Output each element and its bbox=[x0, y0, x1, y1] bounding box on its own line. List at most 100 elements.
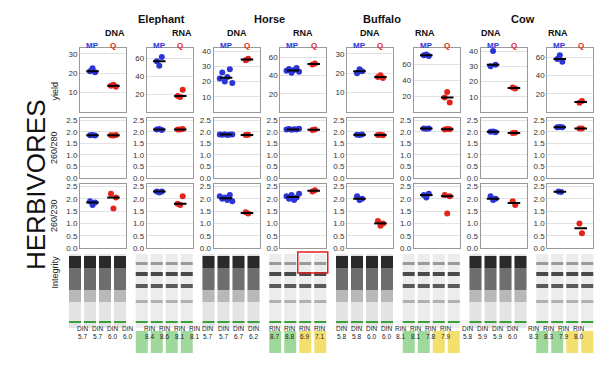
svg-text:20: 20 bbox=[335, 69, 344, 78]
svg-text:2.5: 2.5 bbox=[467, 116, 479, 125]
svg-text:0.5: 0.5 bbox=[267, 162, 279, 171]
svg-text:1.0: 1.0 bbox=[133, 219, 145, 228]
svg-text:DIN6.0: DIN6.0 bbox=[507, 325, 519, 340]
svg-text:1.0: 1.0 bbox=[200, 219, 212, 228]
svg-text:0.0: 0.0 bbox=[133, 244, 145, 253]
svg-text:2.0: 2.0 bbox=[400, 128, 412, 137]
svg-text:0.0: 0.0 bbox=[467, 174, 479, 183]
svg-text:DIN6.7: DIN6.7 bbox=[233, 325, 245, 340]
svg-text:0.5: 0.5 bbox=[66, 231, 78, 240]
svg-text:1.5: 1.5 bbox=[467, 207, 479, 216]
svg-text:0.0: 0.0 bbox=[400, 244, 412, 253]
svg-text:1.0: 1.0 bbox=[333, 151, 345, 160]
svg-text:10: 10 bbox=[68, 88, 77, 97]
svg-text:2.5: 2.5 bbox=[333, 182, 345, 191]
svg-text:RIN8.1: RIN8.1 bbox=[189, 325, 201, 340]
svg-text:RIN8.0: RIN8.0 bbox=[573, 325, 585, 340]
svg-text:DNA: DNA bbox=[481, 28, 501, 38]
svg-text:Q: Q bbox=[244, 41, 250, 50]
svg-text:1.0: 1.0 bbox=[400, 151, 412, 160]
svg-text:2.0: 2.0 bbox=[534, 195, 546, 204]
svg-text:40: 40 bbox=[135, 72, 144, 81]
svg-text:RIN7.8: RIN7.8 bbox=[425, 325, 437, 340]
svg-text:1.5: 1.5 bbox=[267, 139, 279, 148]
svg-text:1.0: 1.0 bbox=[467, 151, 479, 160]
svg-text:2.5: 2.5 bbox=[534, 182, 546, 191]
svg-text:30: 30 bbox=[202, 62, 211, 71]
svg-text:Elephant: Elephant bbox=[138, 13, 185, 25]
svg-text:20: 20 bbox=[68, 69, 77, 78]
svg-text:RIN8.1: RIN8.1 bbox=[174, 325, 186, 340]
svg-text:260/230: 260/230 bbox=[49, 199, 59, 232]
svg-text:1.0: 1.0 bbox=[66, 219, 78, 228]
svg-text:2.0: 2.0 bbox=[133, 128, 145, 137]
svg-text:0.0: 0.0 bbox=[200, 174, 212, 183]
svg-text:Buffalo: Buffalo bbox=[363, 13, 401, 25]
svg-text:2.0: 2.0 bbox=[200, 195, 212, 204]
svg-text:60: 60 bbox=[402, 60, 411, 69]
svg-text:DIN5.7: DIN5.7 bbox=[77, 325, 89, 340]
svg-text:RIN8.3: RIN8.3 bbox=[543, 325, 555, 340]
svg-text:Q: Q bbox=[311, 41, 317, 50]
svg-text:MP: MP bbox=[420, 41, 433, 50]
svg-text:RIN8.1: RIN8.1 bbox=[410, 325, 422, 340]
svg-text:0.0: 0.0 bbox=[267, 174, 279, 183]
svg-text:2.5: 2.5 bbox=[267, 182, 279, 191]
svg-text:60: 60 bbox=[536, 53, 545, 62]
svg-text:0.0: 0.0 bbox=[333, 174, 345, 183]
svg-text:RNA: RNA bbox=[293, 28, 313, 38]
svg-text:RIN8.6: RIN8.6 bbox=[159, 325, 171, 340]
svg-text:1.5: 1.5 bbox=[400, 139, 412, 148]
svg-text:RIN8.4: RIN8.4 bbox=[144, 325, 156, 340]
svg-text:DNA: DNA bbox=[105, 28, 125, 38]
svg-text:2.5: 2.5 bbox=[66, 116, 78, 125]
svg-text:2.5: 2.5 bbox=[467, 182, 479, 191]
svg-text:1.5: 1.5 bbox=[534, 139, 546, 148]
svg-text:Q: Q bbox=[110, 41, 116, 50]
svg-text:0.0: 0.0 bbox=[333, 244, 345, 253]
svg-text:0.0: 0.0 bbox=[133, 174, 145, 183]
svg-text:40: 40 bbox=[202, 47, 211, 56]
svg-text:1.0: 1.0 bbox=[200, 151, 212, 160]
svg-text:Q: Q bbox=[177, 41, 183, 50]
svg-text:20: 20 bbox=[402, 92, 411, 101]
svg-text:DIN5.9: DIN5.9 bbox=[477, 325, 489, 340]
svg-text:1.5: 1.5 bbox=[66, 207, 78, 216]
svg-text:DIN6.0: DIN6.0 bbox=[366, 325, 378, 340]
svg-text:1.5: 1.5 bbox=[133, 139, 145, 148]
svg-text:RIN8.3: RIN8.3 bbox=[528, 325, 540, 340]
svg-text:1.0: 1.0 bbox=[534, 219, 546, 228]
svg-text:2.0: 2.0 bbox=[66, 128, 78, 137]
svg-text:2.0: 2.0 bbox=[534, 128, 546, 137]
svg-text:0.5: 0.5 bbox=[400, 162, 412, 171]
svg-text:1.5: 1.5 bbox=[333, 139, 345, 148]
svg-text:MP: MP bbox=[86, 41, 99, 50]
svg-text:MP: MP bbox=[553, 41, 566, 50]
svg-text:30: 30 bbox=[469, 62, 478, 71]
svg-text:2.5: 2.5 bbox=[400, 116, 412, 125]
svg-text:0.0: 0.0 bbox=[66, 244, 78, 253]
svg-text:0.5: 0.5 bbox=[333, 231, 345, 240]
svg-text:30: 30 bbox=[68, 50, 77, 59]
svg-text:2.5: 2.5 bbox=[400, 182, 412, 191]
svg-text:260/280: 260/280 bbox=[49, 131, 59, 164]
svg-text:10: 10 bbox=[202, 93, 211, 102]
svg-text:1.0: 1.0 bbox=[400, 219, 412, 228]
svg-text:DNA: DNA bbox=[360, 28, 380, 38]
svg-text:MP: MP bbox=[153, 41, 166, 50]
svg-text:1.5: 1.5 bbox=[333, 207, 345, 216]
svg-text:2.0: 2.0 bbox=[467, 195, 479, 204]
svg-text:1.0: 1.0 bbox=[66, 151, 78, 160]
svg-text:DIN6.0: DIN6.0 bbox=[122, 325, 134, 340]
svg-text:2.0: 2.0 bbox=[333, 195, 345, 204]
svg-text:2.5: 2.5 bbox=[200, 182, 212, 191]
svg-text:0.5: 0.5 bbox=[133, 231, 145, 240]
svg-text:1.0: 1.0 bbox=[267, 151, 279, 160]
svg-text:2.0: 2.0 bbox=[267, 195, 279, 204]
svg-text:2.5: 2.5 bbox=[333, 116, 345, 125]
svg-text:30: 30 bbox=[335, 50, 344, 59]
svg-text:0.0: 0.0 bbox=[267, 244, 279, 253]
svg-text:yield: yield bbox=[50, 82, 60, 101]
svg-text:Q: Q bbox=[444, 41, 450, 50]
svg-text:2.5: 2.5 bbox=[200, 116, 212, 125]
